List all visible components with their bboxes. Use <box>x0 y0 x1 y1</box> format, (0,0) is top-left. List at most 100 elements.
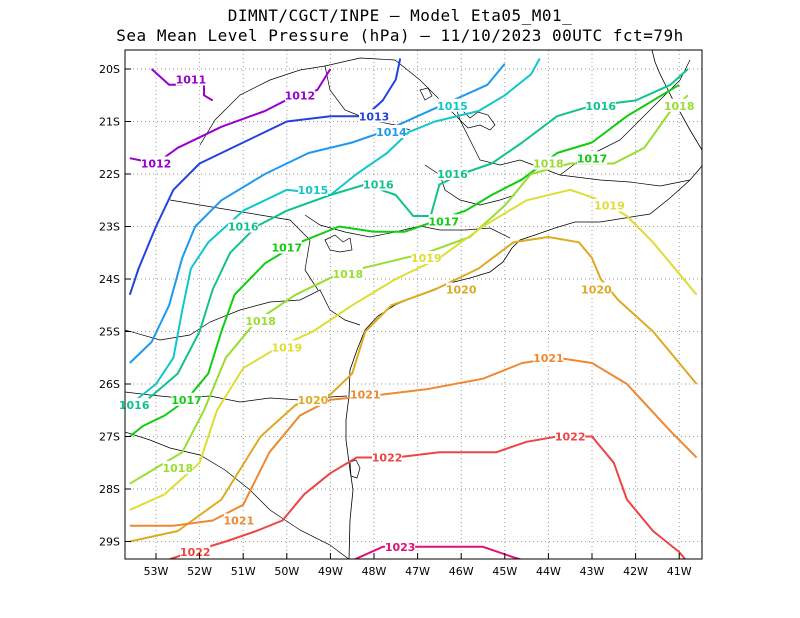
isobar-label-1019: 1019 <box>411 252 442 265</box>
isobar-label-1016: 1016 <box>585 100 616 113</box>
lon-tick-label: 44W <box>536 565 561 578</box>
isobar-label-1019: 1019 <box>594 200 625 213</box>
isobar-label-1018: 1018 <box>245 315 276 328</box>
isobar-label-bg <box>245 314 276 327</box>
lat-tick-label: 23S <box>99 221 120 234</box>
isobar-label-bg <box>376 125 407 138</box>
isobar-label-bg <box>332 266 363 280</box>
lon-tick-label: 41W <box>667 565 692 578</box>
isobar-label-1012: 1012 <box>285 89 316 102</box>
isobar-label-1020: 1020 <box>581 284 612 297</box>
isobar-label-1014: 1014 <box>376 126 407 139</box>
reservoir <box>419 87 433 101</box>
isobar-label-1022: 1022 <box>180 546 211 559</box>
isobar-label-bg <box>664 98 695 112</box>
isobar-label-bg <box>228 219 259 233</box>
lon-tick-label: 53W <box>144 565 169 578</box>
isobar-label-1021: 1021 <box>533 352 564 365</box>
isobar-label-bg <box>162 461 193 474</box>
isobar-label-bg <box>171 392 202 406</box>
isobar-label-bg <box>533 156 564 170</box>
lat-tick-label: 29S <box>99 536 120 549</box>
isobar-label-1022: 1022 <box>372 452 403 465</box>
isobar-label-1017: 1017 <box>428 215 459 228</box>
isobar-label-bg <box>297 392 328 406</box>
isobar-label-bg <box>350 387 381 401</box>
chart-title-line2: Sea Mean Level Pressure (hPa) – 11/10/20… <box>116 26 684 45</box>
isobar-label-bg <box>437 167 468 180</box>
isobar-label-1012: 1012 <box>141 158 172 171</box>
lon-tick-label: 45W <box>492 565 517 578</box>
state-border <box>125 289 361 341</box>
state-border <box>125 431 350 559</box>
isobar-label-1018: 1018 <box>333 268 364 281</box>
isobar-1014 <box>129 63 506 364</box>
isobar-label-1017: 1017 <box>171 394 202 407</box>
isobar-label-bg <box>428 214 459 228</box>
isobar-1016 <box>129 68 689 412</box>
isobar-lines <box>128 58 698 559</box>
isobar-1023 <box>353 545 523 559</box>
lat-tick-label: 20S <box>99 63 120 76</box>
state-border <box>199 57 521 166</box>
island <box>349 459 361 479</box>
isobar-label-1016: 1016 <box>437 168 468 181</box>
isobar-label-1017: 1017 <box>577 152 608 165</box>
isobar-label-1013: 1013 <box>359 110 390 123</box>
isobar-label-bg <box>141 156 171 170</box>
isobar-label-bg <box>284 88 315 102</box>
plot-frame <box>124 49 703 560</box>
isobar-1020 <box>129 236 698 543</box>
isobar-1021 <box>129 356 698 527</box>
isobar-label-bg <box>577 151 607 165</box>
lon-tick-label: 48W <box>362 565 387 578</box>
isobar-1013 <box>128 58 402 296</box>
lon-tick-label: 46W <box>449 565 474 578</box>
axis-ticks: 53W 52W 51W 50W 49W 48W 47W 46W 45W 44W 43W 42W 41W 2… <box>99 63 692 578</box>
isobar-label-1016: 1016 <box>228 221 259 234</box>
isobar-label-bg <box>180 545 211 558</box>
chart-title-line1: DIMNT/CGCT/INPE – Model Eta05_M01_ <box>227 6 573 25</box>
isobar-label-1015: 1015 <box>298 184 329 197</box>
lat-tick-label: 24S <box>99 273 120 286</box>
isobar-label-bg <box>555 429 586 443</box>
lat-tick-label: 21S <box>99 116 120 129</box>
isobar-label-1016: 1016 <box>363 179 394 192</box>
lon-tick-label: 47W <box>405 565 430 578</box>
isobar-label-bg <box>297 182 328 196</box>
isobar-labels: 1011 1012 1012 1013 1014 1015 1015 1016 1016 1016… <box>119 72 695 559</box>
isobar-label-bg <box>594 198 625 212</box>
isobar-label-1015: 1015 <box>437 100 468 113</box>
lat-tick-label: 22S <box>99 168 120 181</box>
reservoir <box>324 234 353 253</box>
isobar-label-bg <box>446 282 477 296</box>
isobar-label-bg <box>359 109 389 123</box>
isobar-label-1018: 1018 <box>162 462 193 475</box>
isobar-label-bg <box>385 539 416 553</box>
isobar-label-bg <box>363 177 394 191</box>
isobar-label-1011: 1011 <box>176 74 207 87</box>
lon-tick-label: 43W <box>580 565 605 578</box>
isobar-label-1022: 1022 <box>555 431 586 444</box>
isobar-label-bg <box>437 98 468 112</box>
lat-tick-label: 28S <box>99 483 120 496</box>
isobar-label-bg <box>119 398 150 411</box>
isobar-1017 <box>129 83 680 438</box>
isobar-label-bg <box>585 98 616 112</box>
lon-tick-label: 49W <box>318 565 343 578</box>
isobar-label-1021: 1021 <box>350 389 381 402</box>
isobar-1019 <box>129 188 698 511</box>
isobar-label-1016: 1016 <box>119 399 150 412</box>
map-background <box>125 50 702 559</box>
reservoir <box>454 104 496 131</box>
isobar-label-1019: 1019 <box>271 341 302 354</box>
isobar-label-1020: 1020 <box>446 284 477 297</box>
lon-tick-label: 42W <box>623 565 648 578</box>
isobar-label-bg <box>581 282 612 296</box>
lon-tick-label: 52W <box>187 565 212 578</box>
isobar-label-1018: 1018 <box>533 158 564 171</box>
isobar-label-bg <box>223 513 254 527</box>
state-border <box>519 159 691 187</box>
isobar-label-bg <box>271 240 302 254</box>
